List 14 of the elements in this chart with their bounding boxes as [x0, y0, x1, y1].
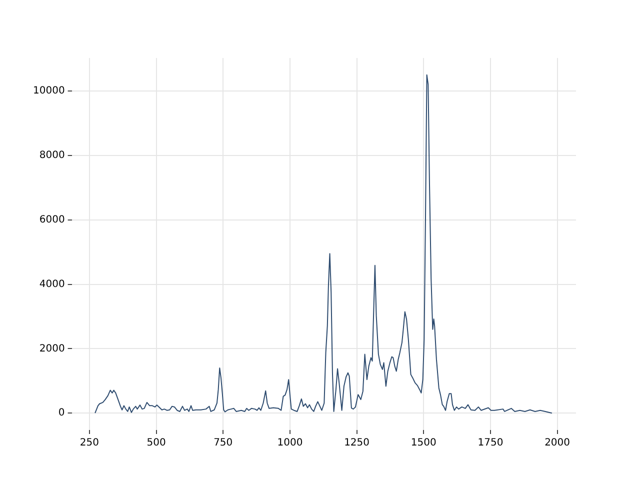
x-tick-label: 250 — [80, 438, 99, 449]
x-tick-label: 500 — [146, 438, 166, 449]
y-tick-label: 10000 — [33, 86, 65, 97]
x-tick-label: 1500 — [410, 438, 436, 449]
y-tick-label: 6000 — [39, 214, 65, 226]
y-tick-label: 4000 — [39, 278, 65, 290]
x-tick-label: 1250 — [344, 438, 370, 449]
x-tick-label: 1750 — [478, 438, 504, 449]
x-tick-label: 2000 — [544, 438, 570, 449]
x-tick-label: 750 — [214, 438, 233, 449]
y-tick-label: 2000 — [39, 343, 65, 354]
y-tick-label: 0 — [58, 408, 65, 419]
y-tick-label: 8000 — [39, 150, 65, 162]
x-tick-label: 1000 — [277, 438, 303, 449]
